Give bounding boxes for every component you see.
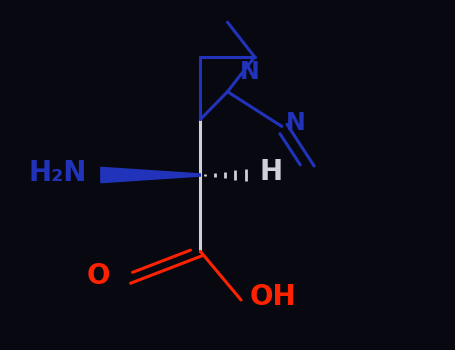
Text: H: H bbox=[259, 158, 282, 186]
Text: OH: OH bbox=[250, 282, 297, 310]
Text: O: O bbox=[86, 262, 110, 290]
Text: N: N bbox=[240, 61, 260, 84]
Polygon shape bbox=[101, 167, 200, 183]
Text: N: N bbox=[286, 111, 306, 135]
Text: H₂N: H₂N bbox=[29, 159, 87, 187]
